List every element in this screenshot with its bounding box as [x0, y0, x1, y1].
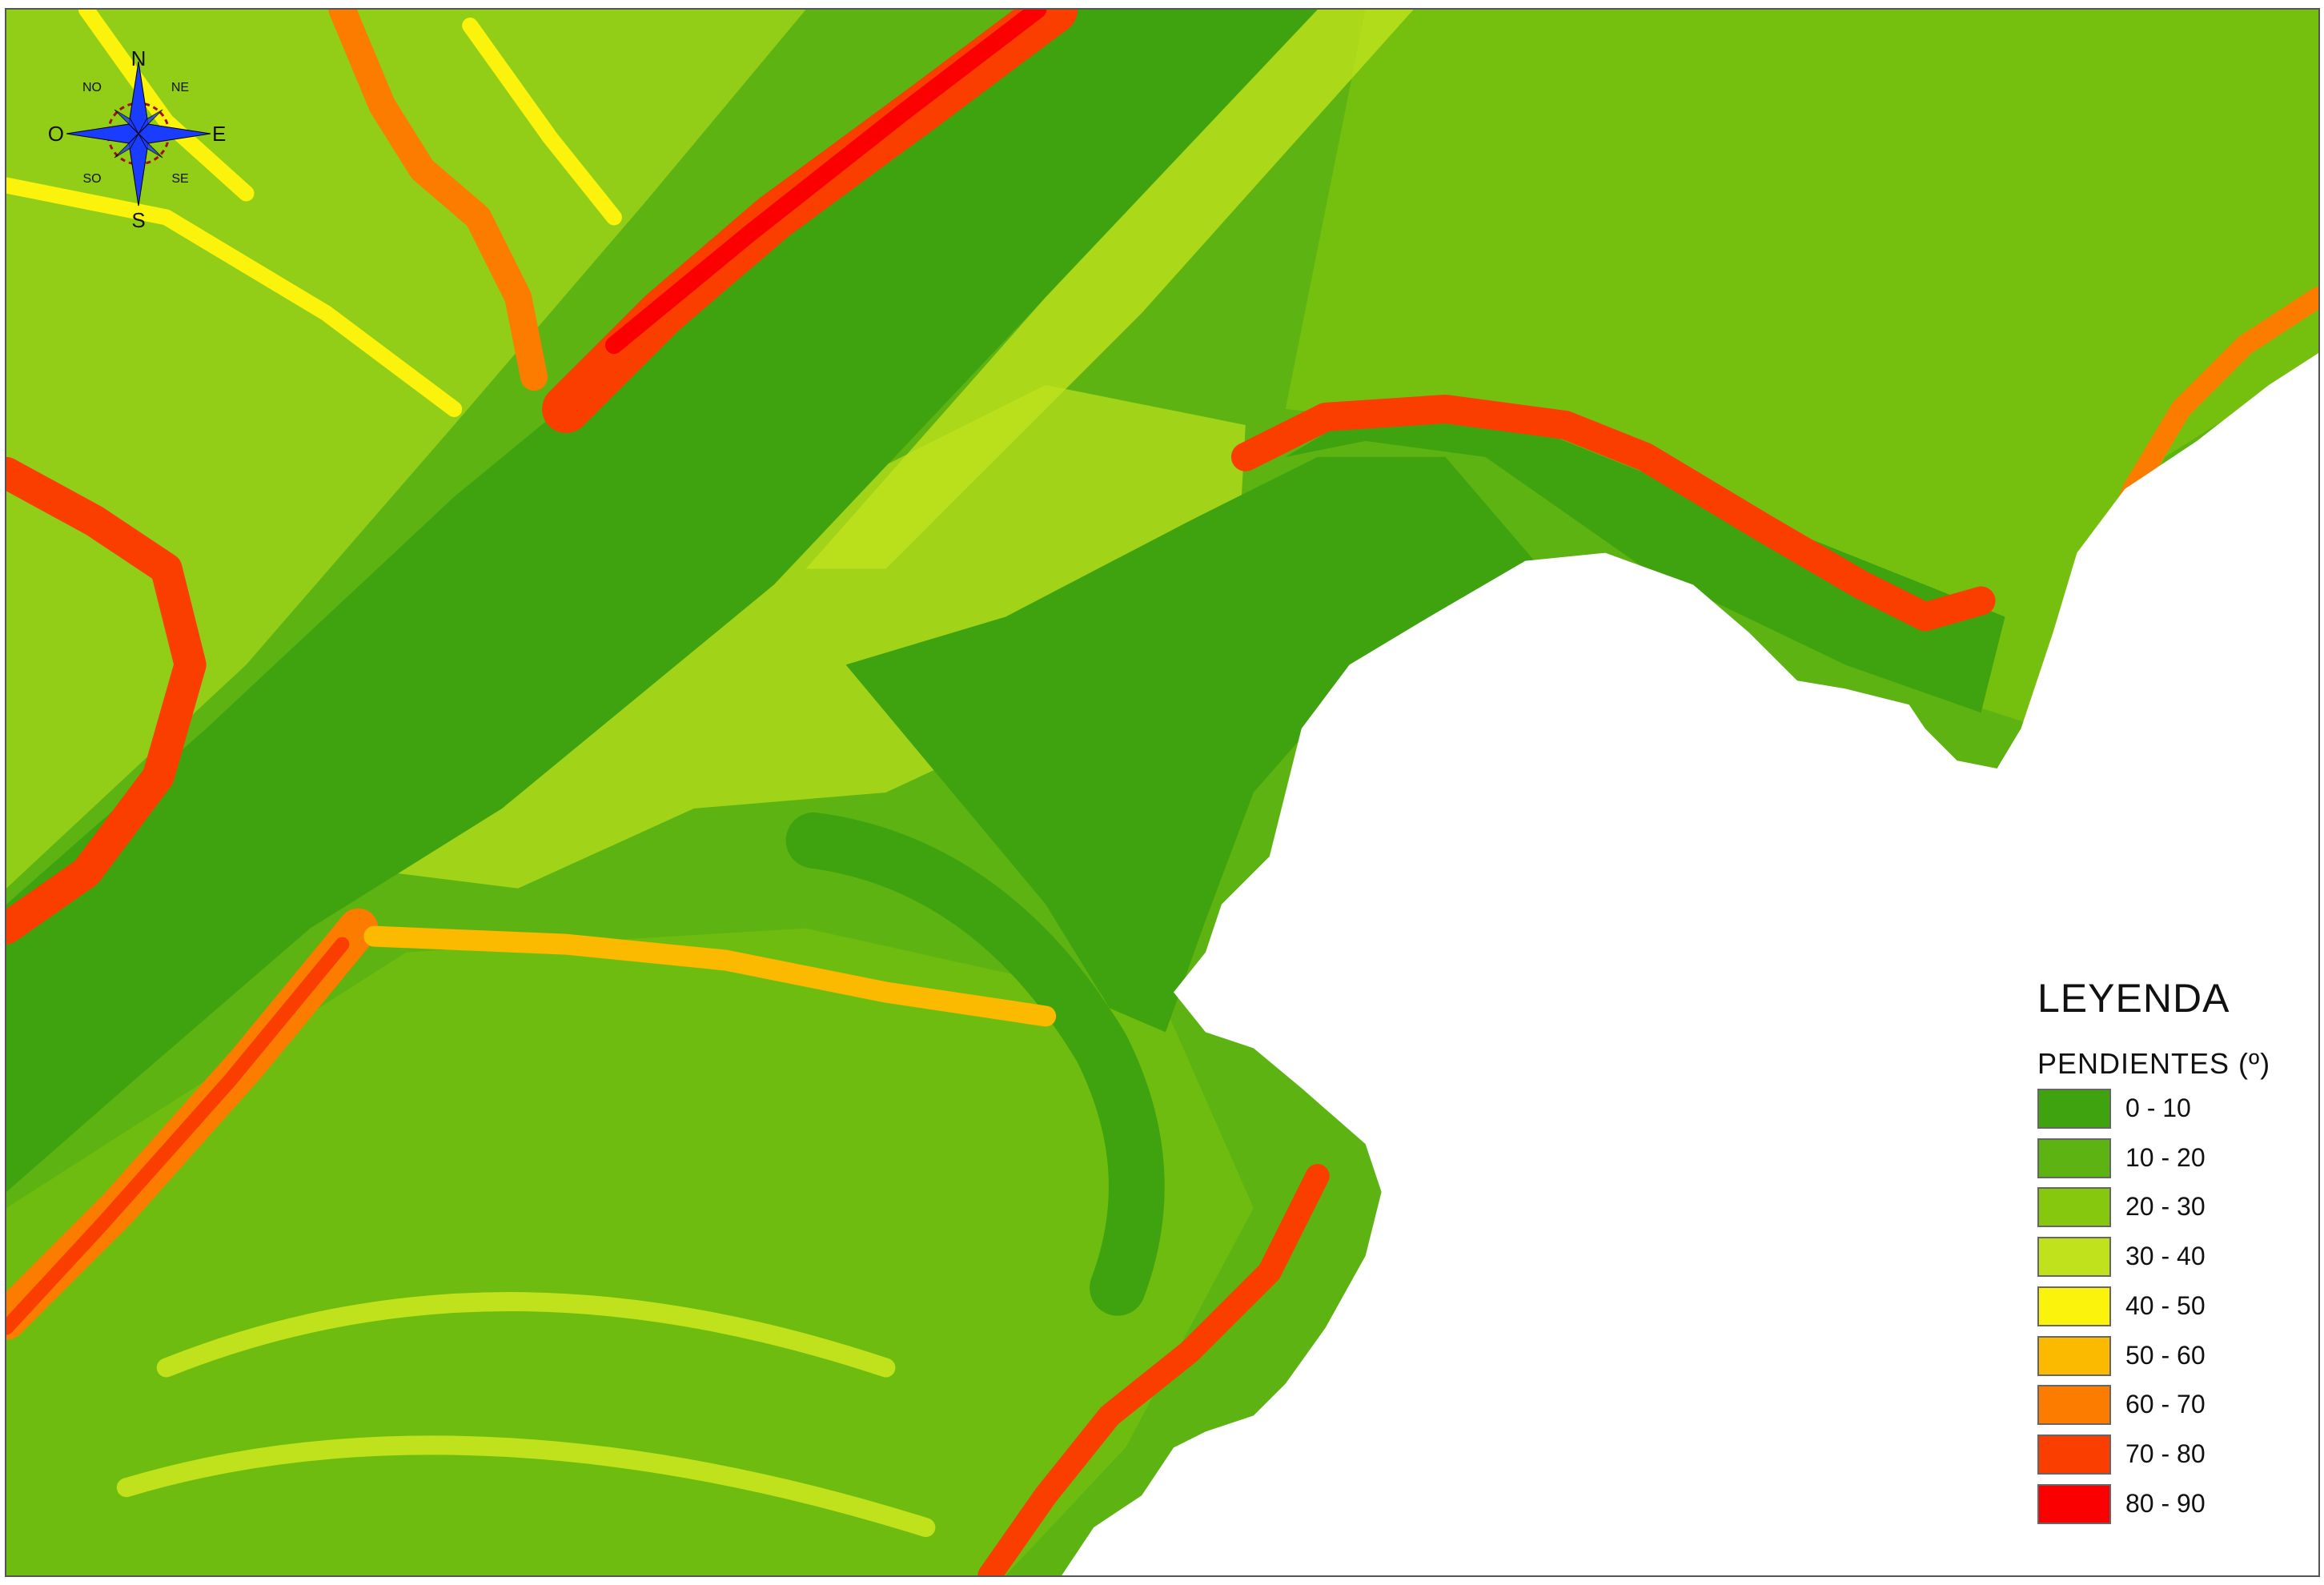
scarp-southeast — [977, 1164, 1330, 1575]
compass-rose-icon: N S E O NE NO SE SO — [48, 46, 227, 232]
legend-label: 40 - 50 — [2125, 1290, 2206, 1320]
legend-title: LEYENDA — [2037, 976, 2230, 1021]
flat-corridor — [6, 10, 1318, 1192]
legend-item: 0 - 10 — [2037, 1089, 2302, 1129]
legend-item: 40 - 50 — [2037, 1286, 2302, 1326]
valley-floor — [845, 456, 1542, 1033]
legend-swatch — [2037, 1138, 2111, 1178]
legend-label: 50 - 60 — [2125, 1340, 2206, 1370]
sea-area — [1062, 353, 2318, 1575]
legend-subtitle: PENDIENTES (º) — [2037, 1047, 2271, 1080]
scarp-west-ridge — [328, 10, 548, 391]
legend-item: 80 - 90 — [2037, 1483, 2302, 1524]
legend-item: 60 - 70 — [2037, 1385, 2302, 1426]
legend-swatch — [2037, 1187, 2111, 1228]
scarp-corridor-north-core — [604, 10, 1047, 355]
legend-swatch — [2037, 1237, 2111, 1278]
legend-swatch — [2037, 1434, 2111, 1475]
legend-swatch — [2037, 1089, 2111, 1129]
compass-west-label: O — [48, 122, 64, 146]
flat-corridor-edge — [805, 10, 1414, 569]
terrain-zone-northwest — [6, 10, 806, 889]
legend-swatch — [2037, 1483, 2111, 1524]
legend-swatch — [2037, 1385, 2111, 1426]
legend-item: 30 - 40 — [2037, 1237, 2302, 1278]
legend-label: 30 - 40 — [2125, 1242, 2206, 1271]
compass-se-label: SE — [171, 172, 188, 186]
valley-floor-east — [1285, 408, 2005, 713]
terrain-zone-southwest — [6, 928, 1254, 1575]
slope-map[interactable]: N S E O NE NO SE SO — [5, 8, 2320, 1577]
scarp-west — [6, 456, 207, 945]
legend-label: 80 - 90 — [2125, 1488, 2206, 1518]
compass-ne-label: NE — [171, 81, 189, 94]
ridge-lines-southwest — [116, 1292, 936, 1538]
compass-nw-label: NO — [82, 81, 102, 94]
legend-label: 0 - 10 — [2125, 1093, 2191, 1122]
slope-raster — [6, 10, 2318, 1575]
compass-east-label: E — [212, 122, 226, 146]
legend-label: 70 - 80 — [2125, 1439, 2206, 1468]
legend-swatch — [2037, 1286, 2111, 1326]
compass-north-label: N — [131, 46, 147, 70]
compass-sw-label: SO — [82, 172, 101, 186]
terrain-zone-northeast — [1285, 10, 2318, 729]
legend-label: 60 - 70 — [2125, 1390, 2206, 1419]
terrain-zone-central-terrace — [390, 385, 1246, 889]
scarp-terrace — [363, 925, 1057, 1027]
compass-south-label: S — [131, 208, 145, 232]
legend-item: 50 - 60 — [2037, 1335, 2302, 1376]
scarp-valley-north — [1230, 395, 1996, 632]
scarp-corridor-south-core — [6, 937, 350, 1335]
legend-item: 20 - 30 — [2037, 1187, 2302, 1228]
legend-item: 70 - 80 — [2037, 1434, 2302, 1475]
legend: LEYENDA PENDIENTES (º) 0 - 10 10 - 20 20 -… — [2037, 953, 2310, 1545]
legend-label: 10 - 20 — [2125, 1142, 2206, 1172]
legend-swatch — [2037, 1335, 2111, 1376]
southern-river — [785, 812, 1165, 1316]
legend-label: 20 - 30 — [2125, 1192, 2206, 1222]
legend-item: 10 - 20 — [2037, 1138, 2302, 1178]
